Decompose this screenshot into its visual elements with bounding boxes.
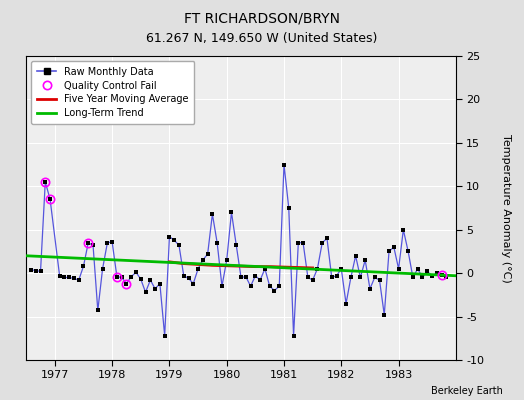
Legend: Raw Monthly Data, Quality Control Fail, Five Year Moving Average, Long-Term Tren: Raw Monthly Data, Quality Control Fail, …: [31, 61, 194, 124]
Text: Berkeley Earth: Berkeley Earth: [431, 386, 503, 396]
Text: 61.267 N, 149.650 W (United States): 61.267 N, 149.650 W (United States): [146, 32, 378, 45]
Y-axis label: Temperature Anomaly (°C): Temperature Anomaly (°C): [501, 134, 511, 282]
Text: FT RICHARDSON/BRYN: FT RICHARDSON/BRYN: [184, 12, 340, 26]
